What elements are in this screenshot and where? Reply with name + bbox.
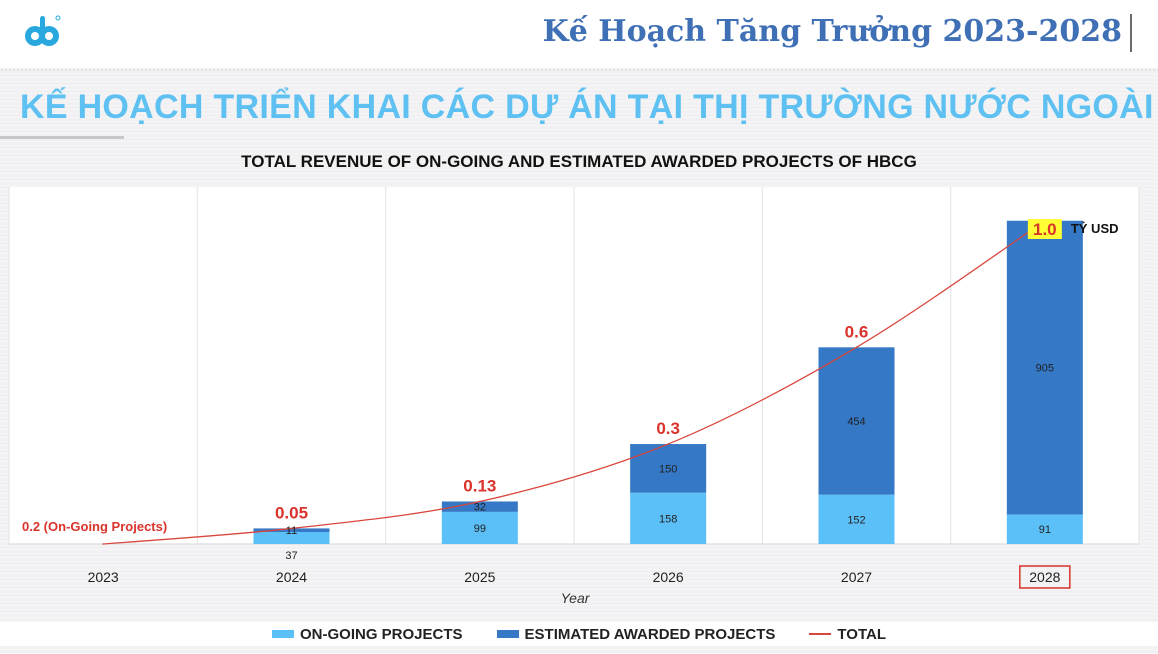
bar-estimated-2026 bbox=[630, 444, 707, 493]
legend-swatch-total bbox=[809, 633, 832, 635]
legend-label-ongoing: ON-GOING PROJECTS bbox=[300, 625, 463, 643]
total-label-2027: 0.6 bbox=[845, 322, 869, 341]
x-axis-title: Year bbox=[560, 590, 590, 606]
x-tick-2026: 2026 bbox=[653, 569, 684, 585]
bar-label-ongoing-2027: 152 bbox=[847, 514, 865, 526]
legend-label-total: TOTAL bbox=[837, 625, 886, 643]
total-label-2026: 0.3 bbox=[656, 419, 680, 438]
bar-label-ongoing-2026: 158 bbox=[659, 513, 677, 525]
dotted-divider bbox=[0, 68, 1158, 73]
bar-label-ongoing-2028: 91 bbox=[1039, 524, 1051, 536]
unit-annotation: TỶ USD bbox=[1071, 221, 1119, 236]
x-tick-2027: 2027 bbox=[841, 569, 872, 585]
chart-title: TOTAL REVENUE OF ON-GOING AND ESTIMATED … bbox=[241, 152, 917, 171]
x-tick-2024: 2024 bbox=[276, 569, 307, 585]
chart-legend: ON-GOING PROJECTS ESTIMATED AWARDED PROJ… bbox=[0, 622, 1158, 646]
total-point-2025 bbox=[479, 500, 481, 503]
total-point-2026 bbox=[667, 443, 669, 445]
x-tick-2025: 2025 bbox=[464, 569, 495, 585]
bar-label-estimated-2028: 905 bbox=[1036, 363, 1054, 375]
legend-item-total: TOTAL bbox=[809, 626, 886, 643]
total-label-2023: 0.2 (On-Going Projects) bbox=[22, 519, 167, 534]
bar-estimated-2027 bbox=[818, 347, 895, 495]
highlight-box-2028 bbox=[1019, 565, 1071, 589]
bar-ongoing-2028 bbox=[1006, 514, 1083, 544]
total-point-2023 bbox=[102, 543, 104, 545]
total-point-2027 bbox=[855, 346, 858, 349]
legend-swatch-ongoing bbox=[272, 630, 294, 638]
revenue-chart: 37 11 99 32 158 150 152 454 91 905 0.2 (On-Going P… bbox=[8, 187, 1140, 589]
bar-estimated-2028 bbox=[1006, 220, 1083, 515]
bar-label-ongoing-2025: 99 bbox=[474, 523, 486, 535]
bar-ongoing-2026 bbox=[630, 492, 707, 544]
title-divider bbox=[1130, 14, 1132, 52]
bar-label-estimated-2025: 32 bbox=[474, 502, 486, 514]
legend-swatch-estimated bbox=[496, 630, 519, 638]
bar-ongoing-2024 bbox=[253, 531, 330, 544]
bar-label-estimated-2026: 150 bbox=[659, 463, 677, 475]
total-point-2024 bbox=[290, 527, 293, 530]
bar-label-estimated-2027: 454 bbox=[847, 416, 865, 428]
legend-item-ongoing: ON-GOING PROJECTS bbox=[272, 626, 463, 643]
hbcg-logo-icon bbox=[25, 15, 61, 46]
bar-label-estimated-2024: 11 bbox=[286, 525, 297, 537]
total-label-2024: 0.05 bbox=[275, 503, 308, 522]
bar-label-ongoing-2024: 37 bbox=[285, 550, 297, 562]
legend-item-estimated: ESTIMATED AWARDED PROJECTS bbox=[496, 625, 776, 643]
x-tick-2023: 2023 bbox=[88, 569, 119, 585]
bar-estimated-2024 bbox=[253, 528, 330, 532]
top-bar: Kế Hoạch Tăng Trưởng 2023-2028 bbox=[0, 0, 1158, 68]
total-label-2028: 1.0 bbox=[1033, 220, 1057, 239]
section-underline bbox=[0, 136, 124, 139]
x-tick-2028: 2028 bbox=[1029, 569, 1060, 585]
section-title: KẾ HOẠCH TRIỂN KHAI CÁC DỰ ÁN TẠI THỊ TR… bbox=[20, 88, 1154, 126]
total-label-highlight bbox=[1027, 219, 1062, 239]
brand-title: Kế Hoạch Tăng Trưởng 2023-2028 bbox=[542, 14, 1122, 49]
legend-label-estimated: ESTIMATED AWARDED PROJECTS bbox=[524, 625, 776, 643]
total-label-2025: 0.13 bbox=[463, 476, 496, 495]
bar-ongoing-2025 bbox=[441, 511, 518, 544]
total-line bbox=[103, 220, 1046, 545]
bar-estimated-2025 bbox=[441, 501, 518, 512]
bar-ongoing-2027 bbox=[818, 494, 895, 544]
